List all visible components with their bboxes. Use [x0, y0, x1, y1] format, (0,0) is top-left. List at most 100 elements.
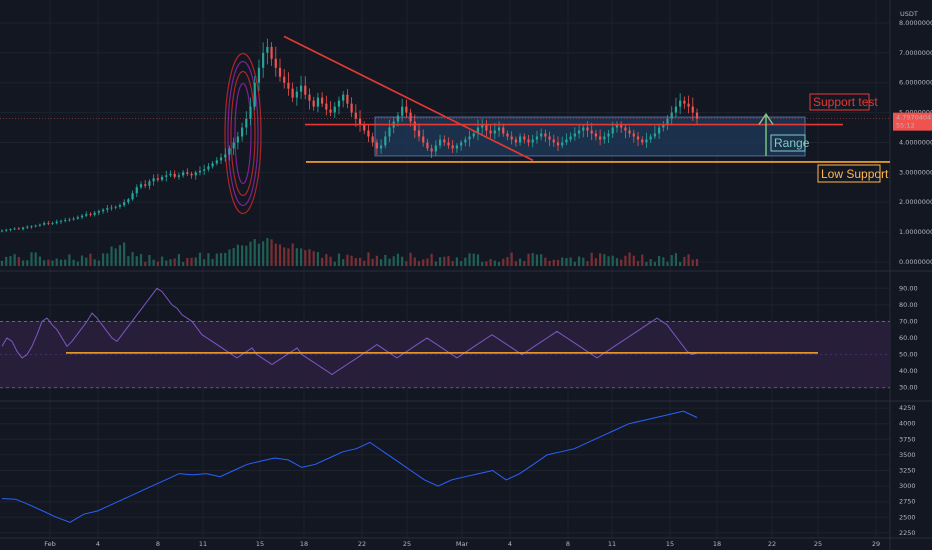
volume-bar	[257, 243, 261, 266]
candle-body	[30, 226, 33, 227]
volume-bar	[350, 255, 353, 266]
x-tick-label: 18	[713, 540, 721, 548]
candle-body	[152, 178, 155, 182]
candle-body	[21, 227, 25, 230]
volume-bar	[203, 259, 206, 266]
candle-body	[401, 106, 404, 116]
candle-body	[426, 142, 429, 149]
volume-bar	[101, 253, 105, 266]
volume-bar	[236, 244, 239, 266]
candle-body	[535, 136, 539, 140]
candle-body	[266, 46, 269, 53]
volume-bar	[274, 243, 277, 266]
volume-bar	[544, 257, 547, 266]
volume-bar	[670, 255, 673, 266]
candle-body	[194, 172, 197, 176]
candle-body	[481, 124, 484, 128]
obv-line	[1, 410, 698, 523]
candle-body	[123, 202, 126, 206]
volume-bar	[333, 261, 336, 266]
x-tick-label: 22	[768, 540, 776, 548]
rsi-line	[1, 287, 698, 376]
candle-body	[422, 136, 425, 143]
candle-body	[337, 100, 341, 107]
volume-bar	[615, 258, 619, 266]
volume-bar	[405, 261, 408, 266]
candle-body	[632, 133, 635, 137]
candle-body	[683, 100, 686, 104]
volume-bar	[607, 256, 610, 266]
candle-body	[215, 160, 218, 164]
candle-body	[325, 103, 328, 110]
volume-bar	[9, 256, 12, 266]
candle-body	[38, 224, 42, 226]
volume-bar	[540, 254, 543, 266]
candle-body	[599, 136, 602, 140]
price-tick-label: 6.00000000	[899, 79, 932, 87]
candle-body	[409, 112, 412, 122]
candle-body	[493, 130, 496, 134]
volume-bar	[548, 260, 551, 266]
volume-bar	[51, 260, 54, 266]
volume-bar	[186, 257, 189, 266]
volume-bar	[556, 259, 560, 266]
volume-bar	[472, 253, 475, 266]
candle-body	[240, 127, 244, 137]
candle-body	[434, 145, 437, 152]
candle-body	[342, 94, 345, 101]
candle-body	[384, 136, 387, 146]
candle-body	[316, 97, 320, 107]
candle-body	[131, 193, 134, 200]
candle-body	[396, 115, 400, 122]
candle-body	[489, 130, 492, 134]
candle-body	[451, 145, 454, 149]
annotation-label: Support test	[813, 95, 878, 109]
candle-body	[687, 103, 690, 107]
candle-body	[628, 130, 631, 134]
volume-bar	[552, 259, 555, 266]
volume-bar	[190, 257, 193, 266]
candle-body	[228, 148, 231, 155]
volume-bar	[409, 252, 412, 266]
price-tick-label: 3.00000000	[899, 168, 932, 176]
candles	[0, 38, 699, 233]
candle-body	[354, 112, 357, 119]
volume-bar	[68, 254, 71, 266]
volume-bar	[489, 259, 492, 266]
candle-body	[26, 226, 29, 228]
candle-body	[106, 208, 109, 210]
candle-body	[548, 136, 551, 140]
candle-body	[569, 136, 572, 140]
volume-bar	[139, 254, 143, 266]
candle-body	[207, 166, 210, 170]
volume-bar	[38, 256, 42, 266]
volume-bar	[679, 261, 682, 266]
volume-bar	[299, 248, 303, 266]
candle-body	[299, 85, 303, 92]
volume-bar	[438, 257, 442, 266]
volume-bar	[240, 245, 244, 266]
volume-bar	[691, 259, 694, 266]
obv-tick-label: 2750	[899, 498, 916, 506]
volume-bar	[577, 256, 581, 266]
volume-bar	[337, 253, 341, 266]
candle-body	[127, 199, 130, 203]
candle-body	[224, 154, 227, 158]
volume-bar	[422, 259, 425, 266]
x-tick-label: 8	[156, 540, 160, 548]
candle-body	[17, 228, 20, 230]
candle-body	[679, 100, 682, 107]
candle-body	[388, 127, 391, 137]
candle-body	[430, 148, 433, 152]
volume-bar	[291, 243, 294, 266]
volume-bar	[144, 261, 147, 266]
volume-bar	[434, 261, 437, 266]
candle-body	[611, 127, 614, 134]
candle-body	[139, 184, 143, 188]
candle-body	[148, 181, 151, 186]
candle-body	[283, 76, 286, 83]
volume-bar	[375, 255, 378, 266]
trend-lines	[0, 35, 890, 163]
candle-body	[295, 91, 298, 98]
